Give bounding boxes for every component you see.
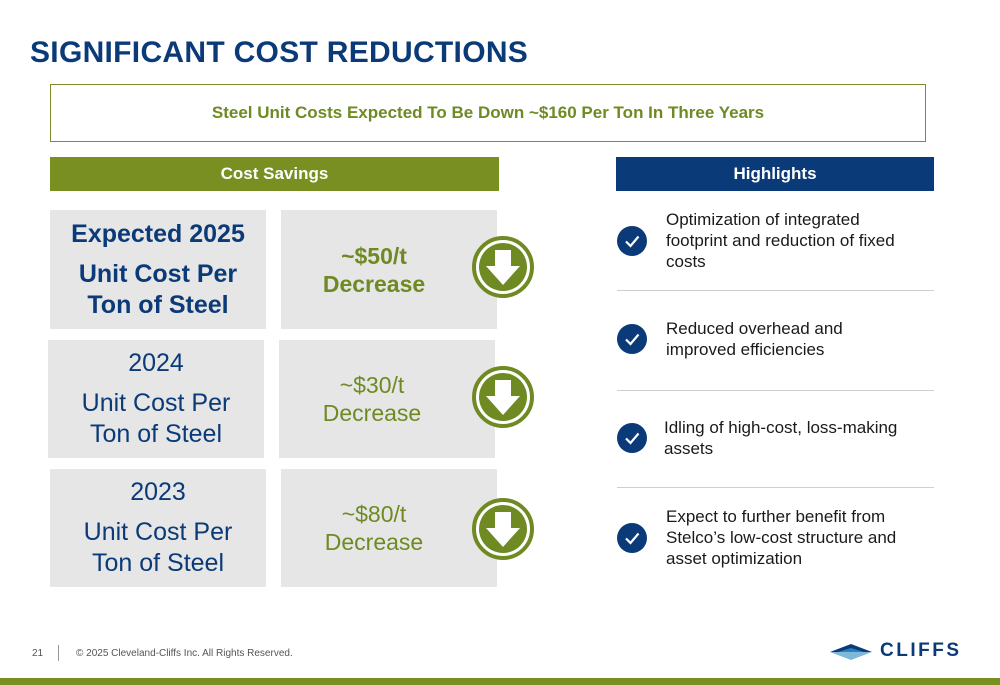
cost-change: Decrease — [324, 529, 424, 555]
cliffs-logo-text: CLIFFS — [880, 640, 962, 661]
cost-unit-label-line1: Unit Cost Per — [81, 389, 231, 417]
highlight-divider — [617, 290, 934, 291]
highlight-divider — [617, 487, 934, 488]
cost-change: Decrease — [322, 400, 422, 426]
summary-banner: Steel Unit Costs Expected To Be Down ~$1… — [50, 84, 926, 142]
highlight-item: Expect to further benefit from Stelco’s … — [617, 506, 937, 569]
down-arrow-icon — [472, 498, 534, 560]
cost-unit-label-line2: Ton of Steel — [87, 290, 229, 319]
cost-unit-label-line2: Ton of Steel — [91, 549, 225, 577]
cost-value: ~$80/t — [341, 501, 407, 527]
highlight-text: Idling of high-cost, loss-making assets — [664, 418, 898, 458]
cost-value: ~$50/t — [341, 242, 407, 269]
cost-year-label: 2024 — [128, 349, 184, 377]
cost-label-box-2023: 2023 Unit Cost Per Ton of Steel — [50, 469, 266, 587]
footer-divider — [58, 645, 59, 661]
highlight-text: Reduced overhead and improved efficienci… — [666, 319, 843, 359]
highlight-item: Reduced overhead and improved efficienci… — [617, 318, 937, 360]
highlights-header: Highlights — [616, 157, 934, 191]
cost-value-box-2023: ~$80/t Decrease — [281, 469, 497, 587]
cost-unit-label-line2: Ton of Steel — [89, 420, 223, 448]
highlight-item: Optimization of integrated footprint and… — [617, 209, 937, 272]
bottom-accent-bar — [0, 678, 1000, 685]
cost-change: Decrease — [322, 270, 426, 297]
highlight-item: Idling of high-cost, loss-making assets — [617, 417, 937, 459]
cliffs-logo-icon — [830, 644, 872, 660]
check-icon — [617, 324, 647, 354]
check-icon — [617, 522, 647, 553]
copyright-text: © 2025 Cleveland-Cliffs Inc. All Rights … — [76, 648, 293, 659]
cost-year-label: 2023 — [130, 478, 186, 506]
summary-banner-text: Steel Unit Costs Expected To Be Down ~$1… — [211, 103, 765, 122]
check-icon — [617, 423, 647, 453]
cliffs-logo: CLIFFS — [830, 640, 962, 662]
cost-value-box-2024: ~$30/t Decrease — [279, 340, 495, 458]
highlight-divider — [617, 390, 934, 391]
cost-unit-label-line1: Unit Cost Per — [83, 518, 233, 546]
cost-year-label: Expected 2025 — [71, 219, 245, 248]
page-title: SIGNIFICANT COST REDUCTIONS — [30, 36, 529, 69]
cost-value: ~$30/t — [339, 372, 405, 398]
cost-label-box-2025: Expected 2025 Unit Cost Per Ton of Steel — [50, 210, 266, 329]
down-arrow-icon — [472, 366, 534, 428]
cost-unit-label-line1: Unit Cost Per — [78, 259, 238, 288]
cost-savings-header: Cost Savings — [50, 157, 499, 191]
page-number: 21 — [32, 648, 44, 659]
cost-value-box-2025: ~$50/t Decrease — [281, 210, 497, 329]
highlights-header-label: Highlights — [733, 164, 817, 183]
highlight-text: Optimization of integrated footprint and… — [666, 210, 895, 271]
check-icon — [617, 225, 647, 256]
cost-savings-header-label: Cost Savings — [220, 164, 329, 183]
cost-label-box-2024: 2024 Unit Cost Per Ton of Steel — [48, 340, 264, 458]
down-arrow-icon — [472, 236, 534, 298]
highlight-text: Expect to further benefit from Stelco’s … — [666, 507, 897, 568]
